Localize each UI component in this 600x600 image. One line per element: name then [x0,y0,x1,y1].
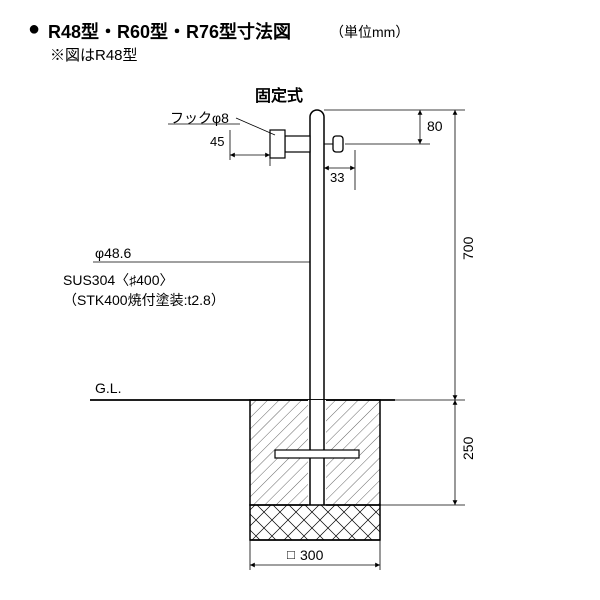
anchor-bar [275,450,359,458]
hook-bracket [270,130,310,158]
gravel-layer [250,505,380,540]
dim-45-lines [230,130,270,166]
dim-33-lines [324,150,355,190]
leader-hook [236,118,275,135]
hook-ring [324,136,343,152]
dim-300-lines [250,540,380,570]
diagram-svg [0,0,600,600]
